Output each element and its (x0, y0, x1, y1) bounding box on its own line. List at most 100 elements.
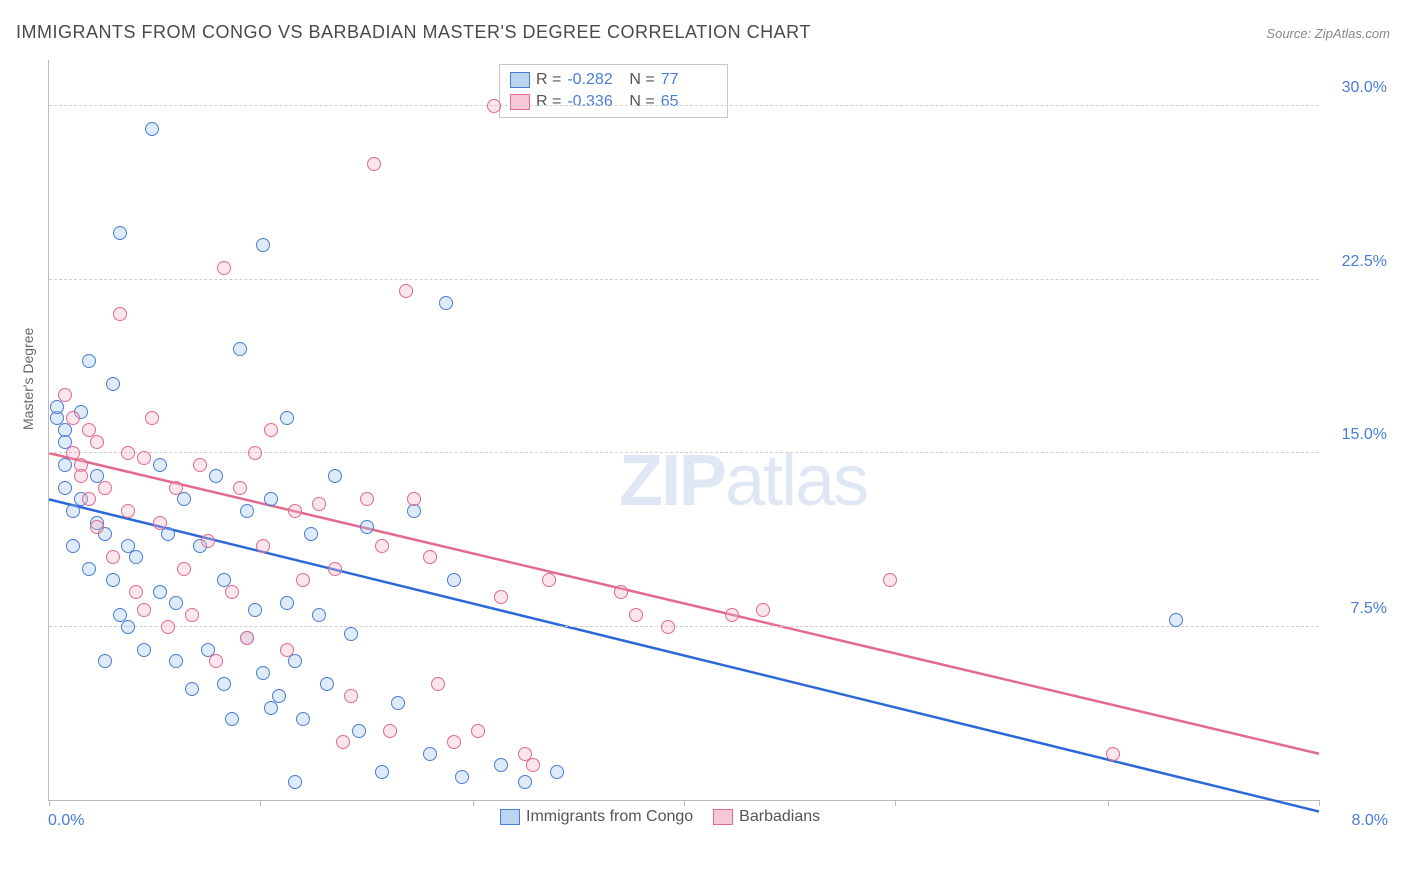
scatter-point (383, 724, 397, 738)
scatter-point (185, 682, 199, 696)
legend-swatch (510, 72, 530, 88)
legend-swatch (510, 94, 530, 110)
scatter-point (304, 527, 318, 541)
scatter-point (248, 446, 262, 460)
scatter-point (367, 157, 381, 171)
r-value: -0.336 (567, 91, 623, 113)
scatter-point (1106, 747, 1120, 761)
scatter-point (201, 534, 215, 548)
scatter-point (375, 539, 389, 553)
scatter-point (352, 724, 366, 738)
scatter-point (756, 603, 770, 617)
scatter-point (256, 238, 270, 252)
y-tick-label: 7.5% (1327, 600, 1387, 618)
scatter-point (145, 411, 159, 425)
y-tick-label: 15.0% (1327, 426, 1387, 444)
scatter-point (169, 654, 183, 668)
scatter-point (90, 520, 104, 534)
scatter-point (129, 585, 143, 599)
scatter-point (82, 562, 96, 576)
y-tick-label: 22.5% (1327, 253, 1387, 271)
chart-title: IMMIGRANTS FROM CONGO VS BARBADIAN MASTE… (16, 22, 811, 43)
x-axis-max-label: 8.0% (1352, 812, 1388, 830)
scatter-point (264, 423, 278, 437)
legend-swatch (713, 809, 733, 825)
scatter-point (280, 596, 294, 610)
scatter-point (137, 643, 151, 657)
legend-stats-box: R = -0.282 N = 77 R = -0.336 N = 65 (499, 64, 728, 118)
scatter-point (272, 689, 286, 703)
scatter-point (240, 631, 254, 645)
y-tick-label: 30.0% (1327, 79, 1387, 97)
scatter-point (494, 758, 508, 772)
scatter-point (629, 608, 643, 622)
scatter-point (233, 481, 247, 495)
grid-line (49, 626, 1319, 627)
x-tick (49, 800, 50, 806)
legend-stat-row: R = -0.336 N = 65 (510, 91, 717, 113)
scatter-point (137, 451, 151, 465)
scatter-point (518, 775, 532, 789)
y-axis-label: Master's Degree (20, 328, 36, 430)
scatter-point (344, 627, 358, 641)
scatter-point (375, 765, 389, 779)
x-tick (1108, 800, 1109, 806)
n-label: N = (629, 69, 654, 91)
r-value: -0.282 (567, 69, 623, 91)
scatter-point (288, 654, 302, 668)
scatter-point (58, 481, 72, 495)
grid-line (49, 279, 1319, 280)
scatter-point (177, 492, 191, 506)
scatter-point (153, 516, 167, 530)
legend-bottom: Immigrants from Congo Barbadians (500, 808, 820, 826)
scatter-point (725, 608, 739, 622)
scatter-point (360, 492, 374, 506)
trend-lines-layer (49, 60, 1319, 800)
scatter-point (550, 765, 564, 779)
scatter-point (288, 775, 302, 789)
source-label: Source: (1266, 26, 1311, 41)
scatter-point (296, 573, 310, 587)
scatter-point (185, 608, 199, 622)
scatter-point (614, 585, 628, 599)
scatter-point (121, 620, 135, 634)
legend-item: Immigrants from Congo (500, 808, 693, 826)
scatter-point (225, 712, 239, 726)
grid-line (49, 105, 1319, 106)
scatter-point (153, 585, 167, 599)
legend-label: Immigrants from Congo (526, 808, 693, 826)
scatter-point (391, 696, 405, 710)
scatter-point (407, 492, 421, 506)
scatter-point (423, 550, 437, 564)
scatter-point (423, 747, 437, 761)
scatter-point (280, 411, 294, 425)
scatter-point (145, 122, 159, 136)
scatter-point (431, 677, 445, 691)
trend-line (49, 499, 1319, 811)
scatter-point (336, 735, 350, 749)
scatter-point (90, 435, 104, 449)
r-label: R = (536, 69, 561, 91)
scatter-point (399, 284, 413, 298)
scatter-point (98, 481, 112, 495)
n-label: N = (629, 91, 654, 113)
x-axis-min-label: 0.0% (48, 812, 84, 830)
x-tick (684, 800, 685, 806)
scatter-point (256, 666, 270, 680)
n-value: 77 (661, 69, 717, 91)
scatter-point (883, 573, 897, 587)
scatter-point (526, 758, 540, 772)
scatter-point (82, 492, 96, 506)
scatter-point (320, 677, 334, 691)
scatter-point (106, 573, 120, 587)
r-label: R = (536, 91, 561, 113)
scatter-plot-area: R = -0.282 N = 77 R = -0.336 N = 65 ZIPa… (48, 60, 1319, 801)
scatter-point (312, 608, 326, 622)
scatter-point (98, 654, 112, 668)
scatter-point (58, 388, 72, 402)
scatter-point (1169, 613, 1183, 627)
scatter-point (169, 481, 183, 495)
scatter-point (106, 550, 120, 564)
legend-stat-row: R = -0.282 N = 77 (510, 69, 717, 91)
scatter-point (296, 712, 310, 726)
